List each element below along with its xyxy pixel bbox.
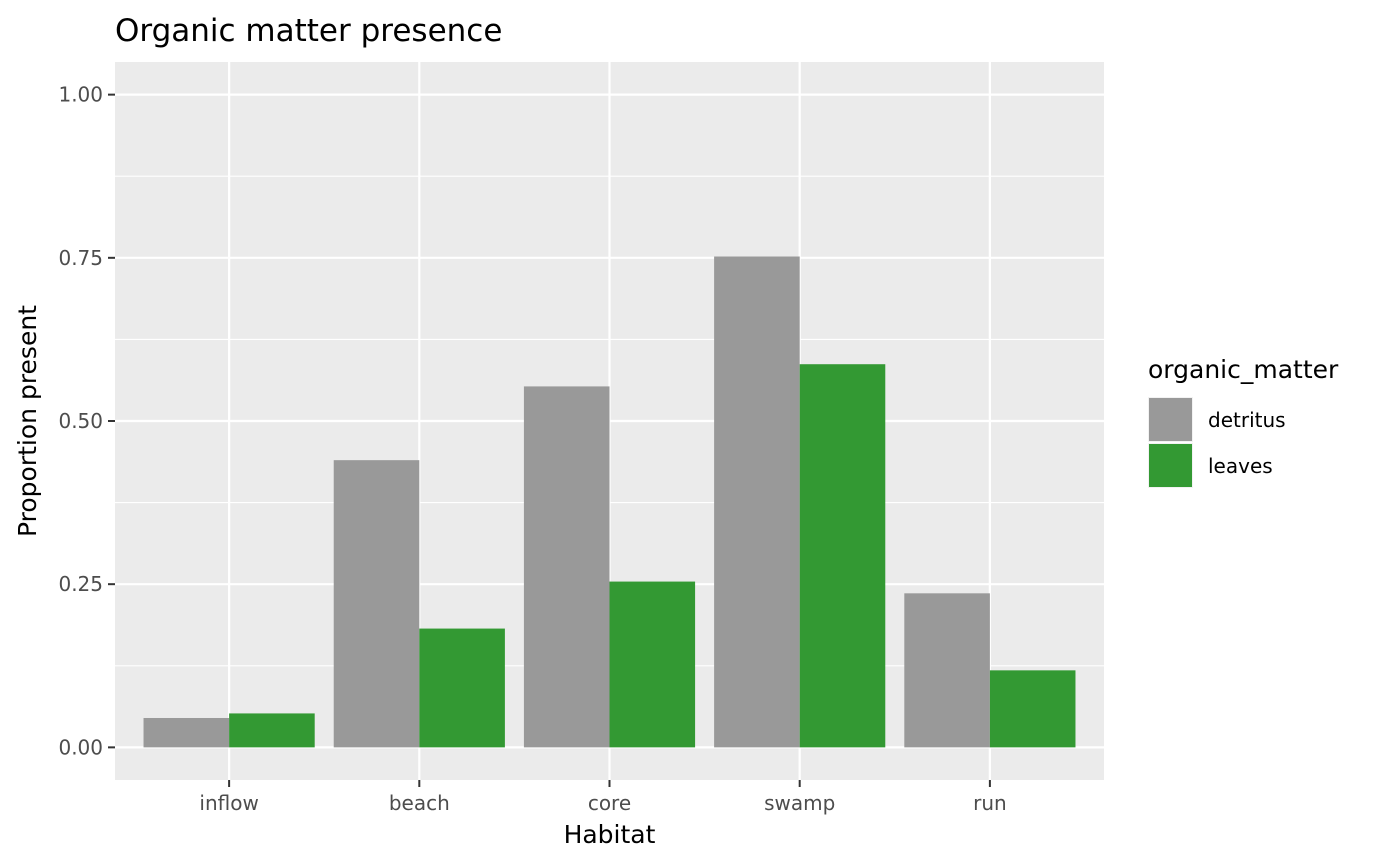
x-tick-label: core [588,791,631,815]
y-axis-title: Proportion present [13,305,42,537]
x-tick-label: inflow [199,791,258,815]
y-tick-label: 0.00 [58,735,103,759]
bar-detritus-inflow [143,717,230,748]
y-tick-label: 0.75 [58,246,103,270]
y-tick-label: 0.25 [58,572,103,596]
bars [143,256,1076,748]
bar-leaves-beach [419,628,505,748]
x-axis: inflow beach core swamp run [199,780,1007,815]
legend-key-leaves [1149,444,1192,487]
y-axis: 0.00 0.25 0.50 0.75 1.00 [58,83,115,759]
bar-detritus-core [523,386,610,748]
chart-title: Organic matter presence [115,13,502,49]
legend-label-detritus: detritus [1208,408,1286,432]
legend-title: organic_matter [1148,355,1339,384]
bar-detritus-swamp [714,256,800,748]
bar-detritus-run [904,593,990,748]
legend: organic_matter detritus leaves [1148,355,1339,488]
bar-leaves-swamp [799,364,886,748]
legend-key-detritus [1149,398,1192,441]
y-tick-label: 0.50 [58,409,103,433]
x-tick-label: beach [389,791,450,815]
bar-leaves-run [989,670,1076,748]
x-tick-label: swamp [764,791,835,815]
bar-leaves-inflow [229,713,315,748]
bar-detritus-beach [333,460,420,748]
bar-leaves-core [609,581,696,748]
x-tick-label: run [973,791,1007,815]
y-tick-label: 1.00 [58,83,103,107]
legend-label-leaves: leaves [1208,454,1273,478]
x-axis-title: Habitat [564,820,656,849]
